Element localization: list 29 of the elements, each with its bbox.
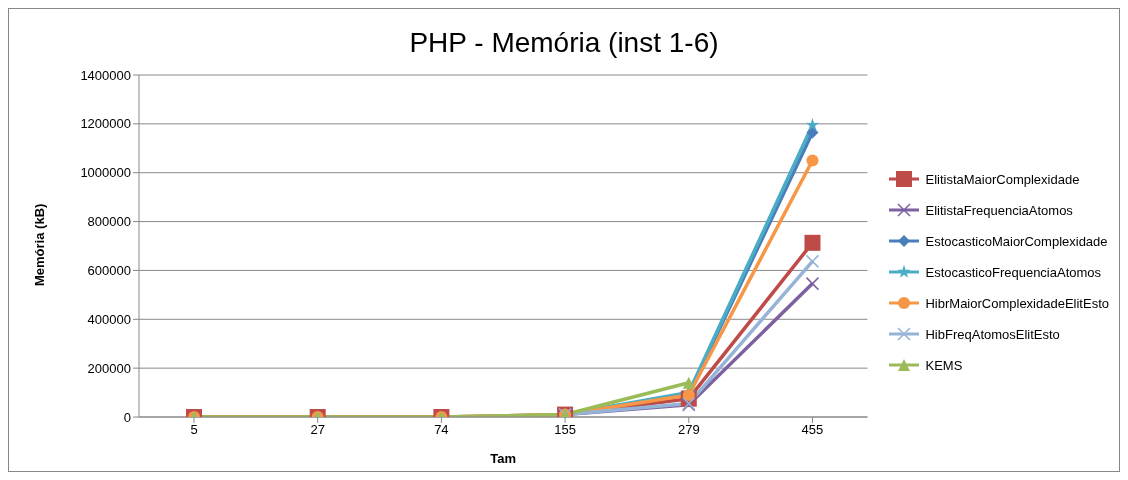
y-tick-label: 200000 — [87, 360, 131, 376]
x-tick-label: 279 — [677, 422, 700, 438]
x-axis-title: Tam — [490, 451, 517, 466]
y-tick-label: 1400000 — [80, 67, 131, 83]
x-tick-label: 5 — [190, 422, 198, 438]
legend-label: EstocasticoMaiorComplexidade — [925, 233, 1108, 249]
legend-label: EstocasticoFrequenciaAtomos — [925, 264, 1102, 280]
y-tick-label: 1200000 — [80, 116, 131, 132]
chart-title: PHP - Memória (inst 1-6) — [408, 27, 720, 60]
y-tick-label: 0 — [123, 409, 131, 425]
y-tick-label: 800000 — [87, 214, 131, 230]
legend-label: ElitistaMaiorComplexidade — [925, 171, 1080, 187]
legend-label: HibrMaiorComplexidadeElitEsto — [925, 295, 1109, 311]
x-tick-label: 155 — [554, 422, 576, 438]
y-tick-label: 400000 — [87, 311, 131, 327]
y-axis-title: Memória (kB) — [31, 203, 47, 286]
point — [804, 234, 821, 251]
point — [805, 117, 820, 131]
y-tick-label: 1000000 — [80, 165, 131, 181]
x-tick-label: 74 — [434, 422, 449, 438]
point — [805, 276, 820, 291]
legend-label: ElitistaFrequenciaAtomos — [925, 202, 1073, 218]
x-tick-label: 455 — [801, 422, 824, 438]
legend-label: KEMS — [925, 357, 963, 373]
y-tick-label: 600000 — [87, 263, 131, 279]
x-tick-label: 27 — [310, 422, 325, 438]
point — [806, 154, 819, 167]
point — [805, 254, 820, 269]
legend-label: HibFreqAtomosElitEsto — [925, 326, 1060, 342]
